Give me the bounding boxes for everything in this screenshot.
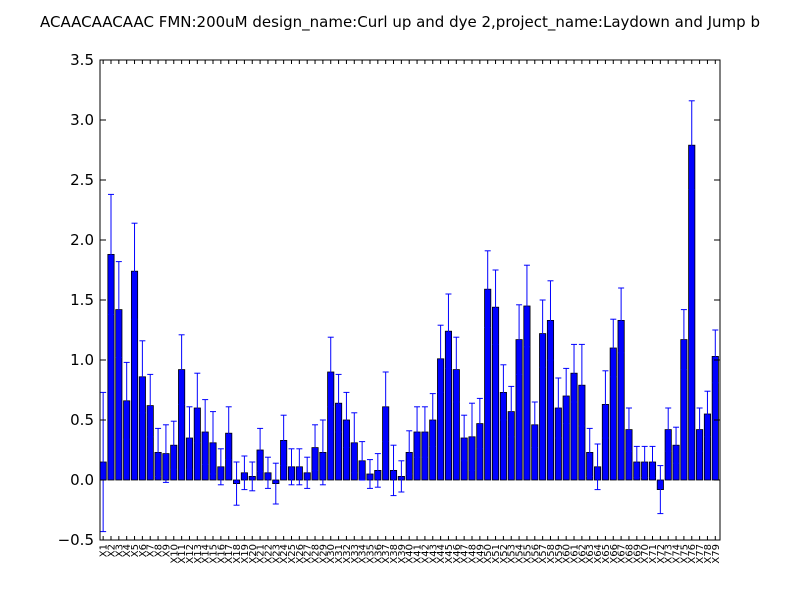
y-tick-label: 1.0	[70, 351, 94, 369]
x-tick-label: X30	[326, 544, 337, 564]
axes: −0.50.00.51.01.52.02.53.03.5X1X2X3X4X5X6…	[58, 51, 722, 564]
x-tick-label: X8	[154, 544, 165, 557]
x-tick-label: X17	[224, 544, 235, 564]
x-tick-label: X33	[350, 544, 361, 564]
x-tick-label: X23	[271, 544, 282, 564]
x-tick-label: X21	[256, 544, 267, 564]
x-tick-label: X72	[656, 544, 667, 564]
x-tick-label: X38	[389, 544, 400, 564]
x-tick-label: X75	[679, 544, 690, 564]
x-tick-label: X10	[169, 544, 180, 564]
x-tick-label: X35	[365, 544, 376, 564]
x-tick-label: X44	[436, 544, 447, 564]
x-tick-label: X28	[311, 544, 322, 564]
x-tick-label: X4	[122, 544, 133, 557]
x-tick-label: X26	[295, 544, 306, 564]
x-tick-label: X70	[640, 544, 651, 564]
y-tick-label: 1.5	[70, 291, 94, 309]
x-tick-label: X27	[303, 544, 314, 564]
x-tick-label: X74	[672, 544, 683, 564]
x-tick-label: X29	[318, 544, 329, 564]
x-tick-label: X73	[664, 544, 675, 564]
x-tick-label: X49	[475, 544, 486, 564]
x-tick-label: X20	[248, 544, 259, 564]
x-tick-label: X51	[491, 544, 502, 564]
chart-title: ACAACAACAAC FMN:200uM design_name:Curl u…	[40, 13, 760, 32]
x-tick-label: X3	[114, 544, 125, 557]
x-tick-label: X46	[452, 544, 463, 564]
x-tick-label: X68	[624, 544, 635, 564]
x-tick-label: X52	[499, 544, 510, 564]
x-tick-label: X57	[538, 544, 549, 564]
x-tick-label: X36	[373, 544, 384, 564]
x-tick-label: X67	[617, 544, 628, 564]
x-tick-label: X60	[562, 544, 573, 564]
y-tick-label: −0.5	[58, 531, 94, 549]
x-tick-label: X14	[201, 544, 212, 564]
x-tick-label: X32	[342, 544, 353, 564]
x-tick-label: X58	[546, 544, 557, 564]
x-tick-label: X48	[468, 544, 479, 564]
x-tick-label: X19	[240, 544, 251, 564]
bar-X76	[688, 144, 696, 481]
x-tick-label: X53	[507, 544, 518, 564]
x-tick-label: X59	[554, 544, 565, 564]
x-tick-label: X77	[695, 544, 706, 564]
x-tick-label: X24	[279, 544, 290, 564]
plot-area	[99, 100, 719, 533]
x-tick-label: X11	[177, 544, 188, 564]
x-tick-label: X6	[138, 544, 149, 557]
x-tick-label: X13	[193, 544, 204, 564]
x-tick-label: X34	[358, 544, 369, 564]
y-tick-label: 2.5	[70, 171, 94, 189]
x-tick-label: X79	[711, 544, 722, 564]
x-tick-label: X55	[522, 544, 533, 564]
x-tick-label: X78	[703, 544, 714, 564]
x-tick-label: X65	[601, 544, 612, 564]
y-tick-label: 2.0	[70, 231, 94, 249]
x-tick-label: X47	[460, 544, 471, 564]
x-tick-label: X76	[687, 544, 698, 564]
x-tick-label: X43	[428, 544, 439, 564]
x-tick-label: X40	[405, 544, 416, 564]
x-tick-label: X22	[263, 544, 274, 564]
x-tick-label: X15	[209, 544, 220, 564]
x-tick-label: X61	[570, 544, 581, 564]
x-tick-label: X16	[216, 544, 227, 564]
x-tick-label: X39	[397, 544, 408, 564]
x-tick-label: X66	[609, 544, 620, 564]
x-tick-label: X9	[161, 544, 172, 557]
x-tick-label: X56	[530, 544, 541, 564]
x-tick-label: X62	[577, 544, 588, 564]
x-tick-label: X7	[146, 544, 157, 557]
x-tick-label: X25	[287, 544, 298, 564]
x-tick-label: X1	[99, 544, 110, 557]
x-tick-label: X64	[593, 544, 604, 564]
x-tick-label: X5	[130, 544, 141, 557]
x-tick-label: X31	[334, 544, 345, 564]
x-tick-label: X37	[381, 544, 392, 564]
x-tick-label: X50	[483, 544, 494, 564]
x-tick-label: X63	[585, 544, 596, 564]
x-tick-label: X12	[185, 544, 196, 564]
y-tick-label: 0.0	[70, 471, 94, 489]
x-tick-label: X2	[106, 544, 117, 557]
y-tick-label: 3.0	[70, 111, 94, 129]
x-tick-label: X18	[232, 544, 243, 564]
x-tick-label: X71	[648, 544, 659, 564]
x-tick-label: X45	[444, 544, 455, 564]
x-tick-label: X42	[420, 544, 431, 564]
y-tick-label: 3.5	[70, 51, 94, 69]
x-tick-label: X41	[413, 544, 424, 564]
y-tick-label: 0.5	[70, 411, 94, 429]
x-tick-label: X54	[515, 544, 526, 564]
x-tick-label: X69	[632, 544, 643, 564]
